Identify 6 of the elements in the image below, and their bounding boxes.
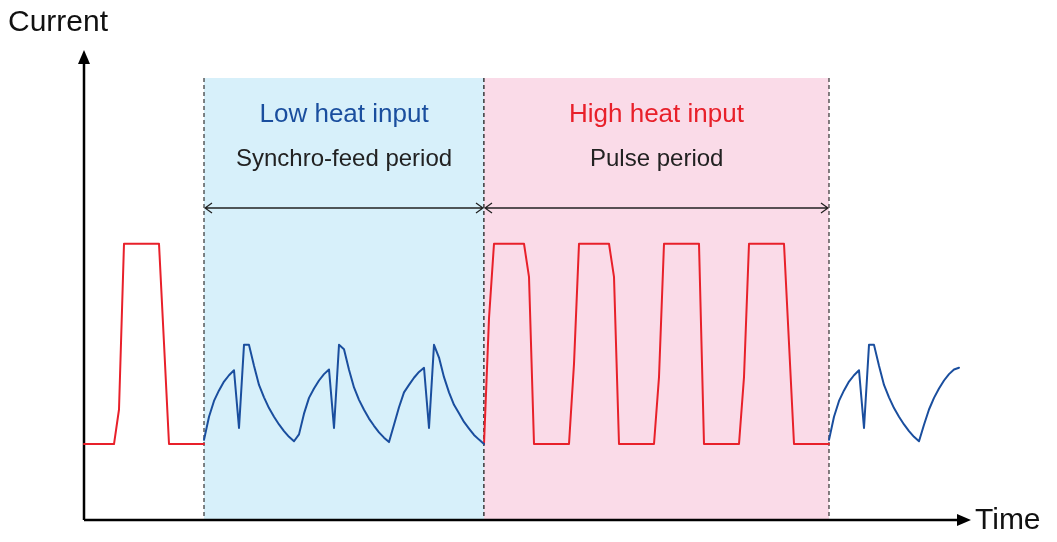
text: Pulse period — [590, 144, 724, 172]
text: Current — [8, 4, 109, 38]
text: High heat input — [569, 98, 744, 129]
text: Synchro-feed period — [236, 144, 453, 172]
x-axis-title: Time — [975, 502, 1041, 536]
text: Low heat input — [259, 98, 429, 129]
